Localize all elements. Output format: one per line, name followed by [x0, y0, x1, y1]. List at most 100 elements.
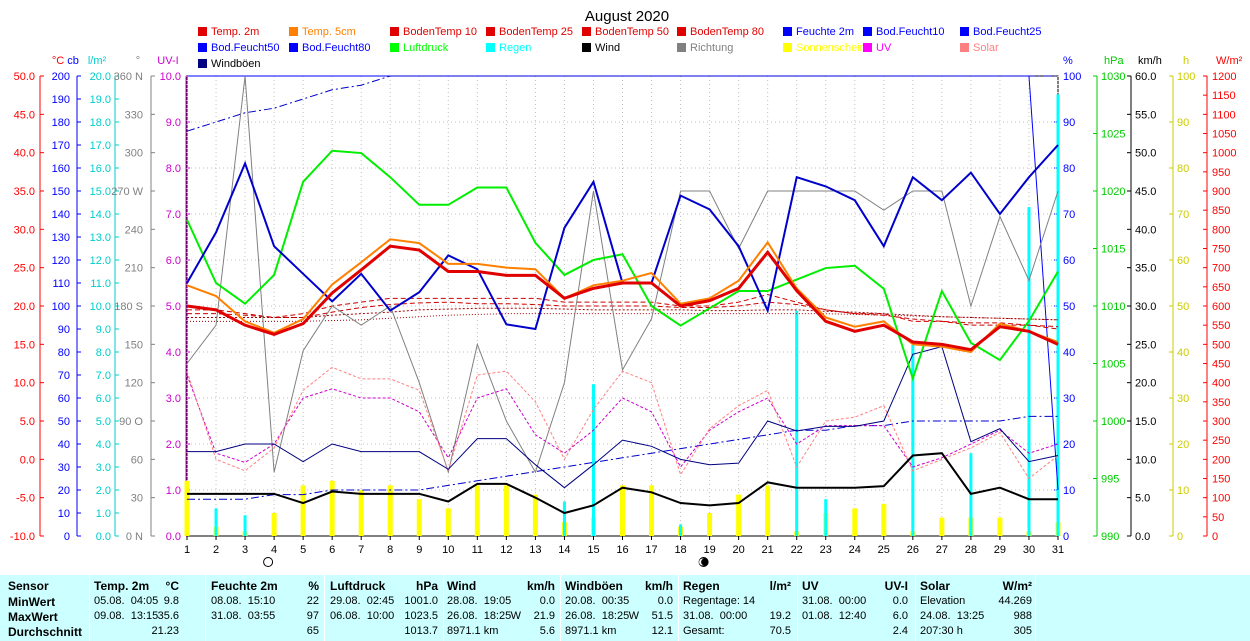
- stats-value: 1023.5: [404, 610, 438, 622]
- stats-row-label: Durchschnitt: [8, 625, 83, 639]
- bar-sonnenschein: [387, 485, 393, 536]
- axis-tick-label: 0: [1063, 531, 1069, 543]
- stats-value: 0.0: [892, 595, 908, 607]
- axis-tick-label: 0.0: [96, 531, 111, 543]
- stats-cell: 31.08. 00:00: [802, 595, 867, 607]
- axis-tick-label: 160: [52, 163, 70, 175]
- axis-tick-label: 300: [1212, 416, 1230, 428]
- axis-tick-label: 40: [58, 439, 70, 451]
- axis-tick-label: 90: [58, 324, 70, 336]
- legend-swatch: [390, 27, 399, 36]
- axis-tick-label: 7.0: [166, 209, 181, 221]
- stats-cell: Elevation: [920, 595, 966, 607]
- axis-tick-label: 1015: [1101, 244, 1125, 256]
- axis-tick-label: 0.0: [1135, 531, 1150, 543]
- axis-tick-label: 180: [52, 117, 70, 129]
- x-tick-label: 13: [529, 544, 541, 556]
- axis-tick-label: 600: [1212, 301, 1230, 313]
- bar-sonnenschein: [300, 485, 306, 536]
- axis-tick-label: 80: [1063, 163, 1075, 175]
- axis-tick-label: 800: [1212, 224, 1230, 236]
- stats-unit: km/h: [526, 579, 555, 593]
- axis-tick-label: 100: [1063, 71, 1081, 83]
- stats-row-label: MaxWert: [8, 610, 58, 624]
- legend-swatch: [783, 43, 792, 52]
- stats-header: Windböen: [565, 579, 623, 593]
- stats-cell: 09.08. 13:15: [94, 610, 159, 622]
- axis-tick-label: 210: [125, 263, 143, 275]
- bar-regen: [911, 345, 915, 536]
- axis-tick-label: 18.0: [90, 117, 111, 129]
- bar-regen: [214, 508, 218, 536]
- axis-tick-label: 270 W: [111, 186, 143, 198]
- x-tick-label: 11: [472, 544, 483, 556]
- stats-luftdruck: Luftdruck hPa 29.08. 02:45 1001.0 06.08. 10:…: [330, 575, 438, 641]
- x-tick-label: 8: [387, 544, 393, 556]
- axis-tick-label: 8.0: [96, 347, 111, 359]
- axis-unit: UV-I: [157, 55, 178, 67]
- x-tick-label: 29: [994, 544, 1006, 556]
- legend-swatch: [677, 27, 686, 36]
- legend-label: Feuchte 2m: [796, 26, 854, 38]
- axis-tick-label: 13.0: [90, 232, 111, 244]
- axis-tick-label: 10.0: [1135, 454, 1156, 466]
- bar-sonnenschein: [852, 508, 858, 536]
- stats-value: 9.8: [163, 595, 179, 607]
- axis-tick-label: 1025: [1101, 129, 1125, 141]
- axis-tick-label: 60: [131, 454, 143, 466]
- x-tick-label: 15: [587, 544, 599, 556]
- axis-tick-label: 90: [1177, 117, 1189, 129]
- bar-sonnenschein: [765, 485, 771, 536]
- stats-unit: km/h: [644, 579, 673, 593]
- axis-tick-label: 9.0: [96, 324, 111, 336]
- series-luftdruck: [186, 149, 1059, 382]
- axis-tick-label: 15.0: [90, 186, 111, 198]
- axis-tick-label: 25.0: [14, 263, 35, 275]
- legend-label: Bod.Feucht50: [211, 42, 280, 54]
- axis-tick-label: 360 N: [114, 71, 143, 83]
- legend-swatch: [198, 43, 207, 52]
- moon-phase-icon: [263, 557, 274, 567]
- x-tick-label: 5: [300, 544, 306, 556]
- x-tick-label: 12: [500, 544, 512, 556]
- axis-tick-label: 120: [52, 255, 70, 267]
- axis-tick-label: 650: [1212, 282, 1230, 294]
- legend-label: Solar: [973, 42, 999, 54]
- stats-value: 2.4: [892, 625, 908, 637]
- stats-solar: Solar W/m² Elevation 44.269 24.08. 13:25 988 2…: [920, 575, 1032, 641]
- axis-tick-label: 70: [58, 370, 70, 382]
- stats-cell: 06.08. 10:00: [330, 610, 395, 622]
- bar-sonnenschein: [997, 517, 1003, 536]
- axis-tick-label: 1.0: [96, 508, 111, 520]
- axis-tick-label: 45.0: [1135, 186, 1156, 198]
- stats-unit: hPa: [415, 579, 438, 593]
- x-tick-label: 9: [416, 544, 422, 556]
- x-tick-label: 16: [616, 544, 628, 556]
- axis-tick-label: 450: [1212, 359, 1230, 371]
- stats-header: Feuchte 2m: [211, 579, 278, 593]
- axis-tick-label: 1020: [1101, 186, 1125, 198]
- axis-tick-label: 1010: [1101, 301, 1125, 313]
- axis-tick-label: 10.0: [160, 71, 181, 83]
- stats-cell: 24.08. 13:25: [920, 610, 985, 622]
- axis-tick-label: 60: [58, 393, 70, 405]
- axis-tick-label: 11.0: [90, 278, 111, 290]
- axis-tick-label: 7.0: [96, 370, 111, 382]
- axis-tick-label: 1000: [1101, 416, 1125, 428]
- axis-tick-label: 30.0: [14, 224, 35, 236]
- series-windb-en: [187, 346, 1059, 489]
- bar-sonnenschein: [532, 494, 538, 536]
- stats-header: Temp. 2m: [94, 579, 150, 593]
- axis-tick-label: 50.0: [1135, 148, 1156, 160]
- stats-unit: l/m²: [769, 579, 791, 593]
- stats-cell: W: [510, 610, 521, 622]
- legend-label: Windböen: [211, 58, 261, 70]
- axis-tick-label: 4.0: [166, 347, 181, 359]
- stats-unit: UV-I: [884, 579, 908, 593]
- axis-tick-label: 30: [131, 493, 143, 505]
- axis-tick-label: 6.0: [96, 393, 111, 405]
- axis-tick-label: 1200: [1212, 71, 1236, 83]
- axis-tick-label: 990: [1101, 531, 1119, 543]
- axis-tick-label: 1000: [1212, 148, 1236, 160]
- x-tick-label: 14: [558, 544, 570, 556]
